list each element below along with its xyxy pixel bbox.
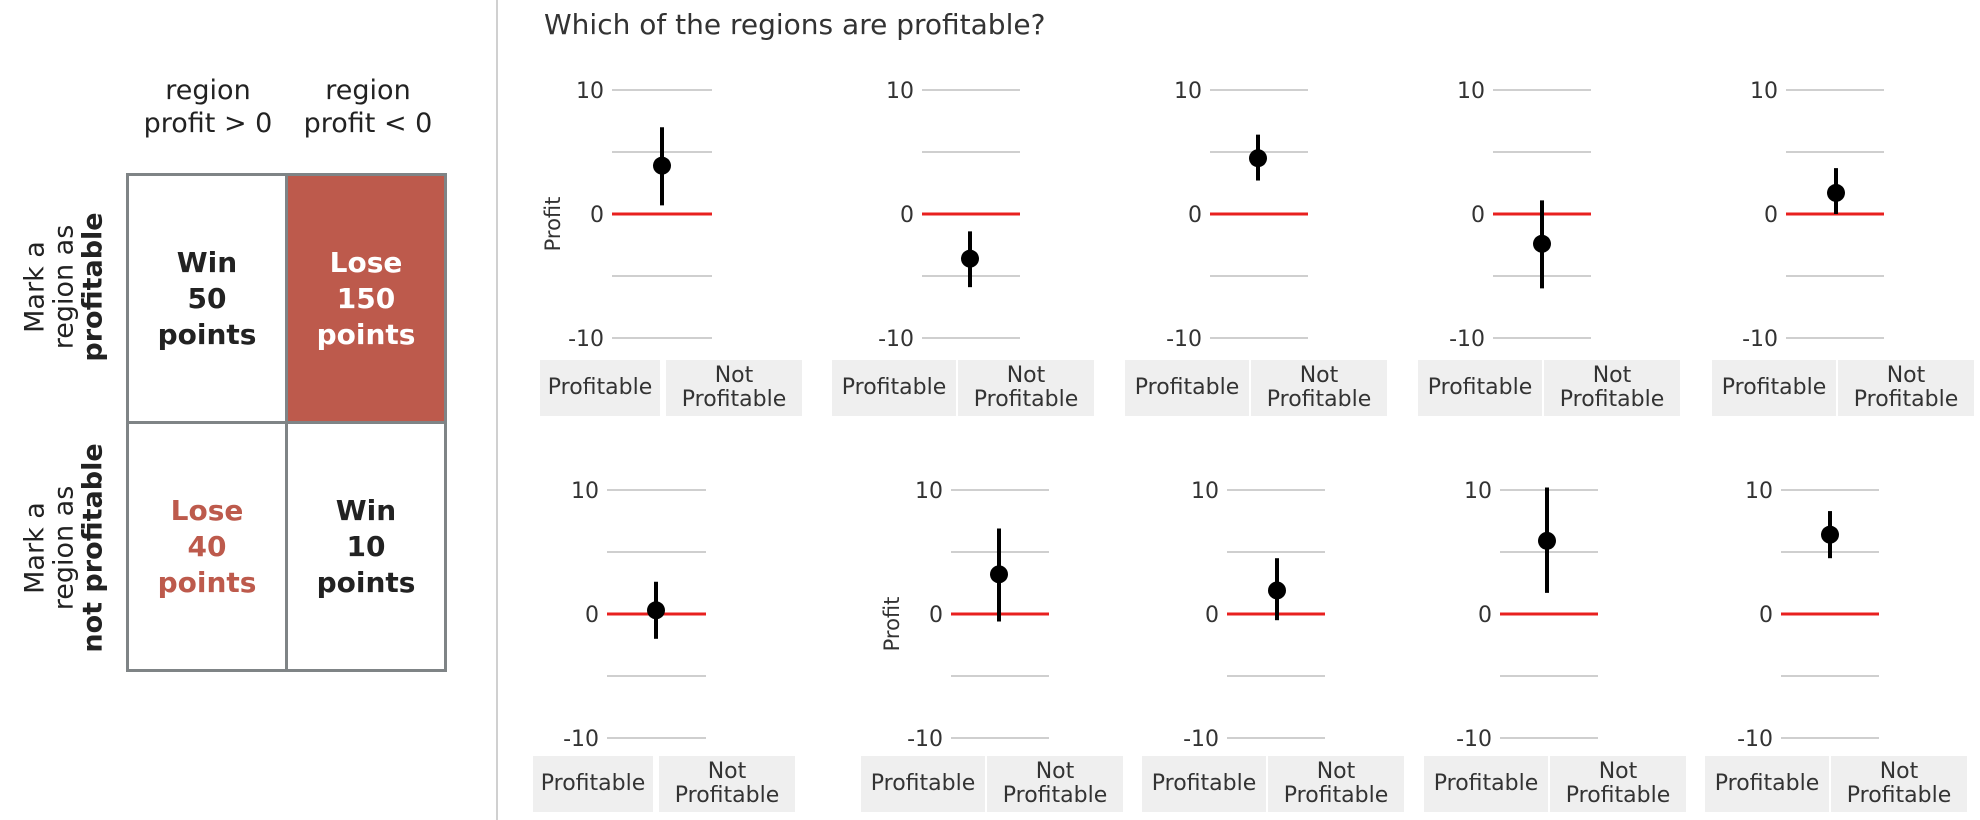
not-profitable-button[interactable]: Not Profitable	[666, 360, 802, 416]
estimate-point	[1821, 525, 1839, 544]
estimate-point	[1538, 531, 1556, 550]
estimate-point	[1533, 234, 1551, 253]
not-profitable-button[interactable]: Not Profitable	[1838, 360, 1974, 416]
estimate-point	[1827, 183, 1845, 202]
not-profitable-button[interactable]: Not Profitable	[1251, 360, 1387, 416]
y-tick-label: 0	[1471, 203, 1485, 228]
y-tick-label: 0	[1759, 603, 1773, 628]
y-tick-label: -10	[907, 727, 943, 752]
y-tick-label: 10	[1174, 79, 1202, 104]
y-tick-label: -10	[1166, 327, 1202, 352]
y-tick-label: 0	[1764, 203, 1778, 228]
y-tick-label: -10	[1456, 727, 1492, 752]
profitable-button[interactable]: Profitable	[533, 756, 653, 812]
y-tick-label: 10	[886, 79, 914, 104]
not-profitable-button[interactable]: Not Profitable	[1831, 756, 1967, 812]
estimate-point	[961, 249, 979, 268]
profitable-button[interactable]: Profitable	[540, 360, 660, 416]
y-tick-label: 10	[915, 479, 943, 504]
y-tick-label: 10	[1191, 479, 1219, 504]
estimate-point	[990, 565, 1008, 584]
y-tick-label: 0	[1205, 603, 1219, 628]
cell-not-profitable-win: Win 10 points	[285, 421, 447, 672]
y-axis-label: Profit	[880, 597, 904, 652]
y-tick-label: 10	[1464, 479, 1492, 504]
question-title: Which of the regions are profitable?	[544, 8, 1046, 41]
profitable-button[interactable]: Profitable	[1418, 360, 1542, 416]
col-header-profit-positive: region profit > 0	[143, 75, 273, 139]
y-tick-label: 10	[576, 79, 604, 104]
profitable-button[interactable]: Profitable	[1424, 756, 1548, 812]
not-profitable-button[interactable]: Not Profitable	[987, 756, 1123, 812]
not-profitable-button[interactable]: Not Profitable	[1268, 756, 1404, 812]
not-profitable-button[interactable]: Not Profitable	[958, 360, 1094, 416]
profitable-button[interactable]: Profitable	[1705, 756, 1829, 812]
profitable-button[interactable]: Profitable	[1712, 360, 1836, 416]
estimate-point	[1268, 581, 1286, 600]
y-tick-label: 0	[900, 203, 914, 228]
y-tick-label: -10	[1737, 727, 1773, 752]
cell-profitable-lose: Lose 150 points	[285, 173, 447, 424]
y-tick-label: 0	[1478, 603, 1492, 628]
y-tick-label: -10	[1183, 727, 1219, 752]
y-tick-label: 0	[1188, 203, 1202, 228]
y-tick-label: -10	[1449, 327, 1485, 352]
y-tick-label: -10	[563, 727, 599, 752]
y-axis-label: Profit	[541, 197, 565, 252]
y-tick-label: -10	[878, 327, 914, 352]
y-tick-label: 0	[929, 603, 943, 628]
y-tick-label: -10	[1742, 327, 1778, 352]
payoff-matrix: region profit > 0 region profit < 0 Mark…	[0, 0, 490, 820]
y-tick-label: 10	[1457, 79, 1485, 104]
profitable-button[interactable]: Profitable	[861, 756, 985, 812]
y-tick-label: -10	[568, 327, 604, 352]
y-tick-label: 0	[590, 203, 604, 228]
profitable-button[interactable]: Profitable	[1125, 360, 1249, 416]
profitable-button[interactable]: Profitable	[1142, 756, 1266, 812]
y-tick-label: 10	[1745, 479, 1773, 504]
y-tick-label: 10	[571, 479, 599, 504]
y-tick-label: 0	[585, 603, 599, 628]
not-profitable-button[interactable]: Not Profitable	[1550, 756, 1686, 812]
cell-profitable-win: Win 50 points	[126, 173, 288, 424]
y-tick-label: 10	[1750, 79, 1778, 104]
not-profitable-button[interactable]: Not Profitable	[1544, 360, 1680, 416]
estimate-point	[653, 156, 671, 175]
col-header-profit-negative: region profit < 0	[303, 75, 433, 139]
estimate-point	[647, 601, 665, 620]
not-profitable-button[interactable]: Not Profitable	[659, 756, 795, 812]
estimate-point	[1249, 149, 1267, 168]
profitable-button[interactable]: Profitable	[832, 360, 956, 416]
panel-divider	[496, 0, 498, 820]
